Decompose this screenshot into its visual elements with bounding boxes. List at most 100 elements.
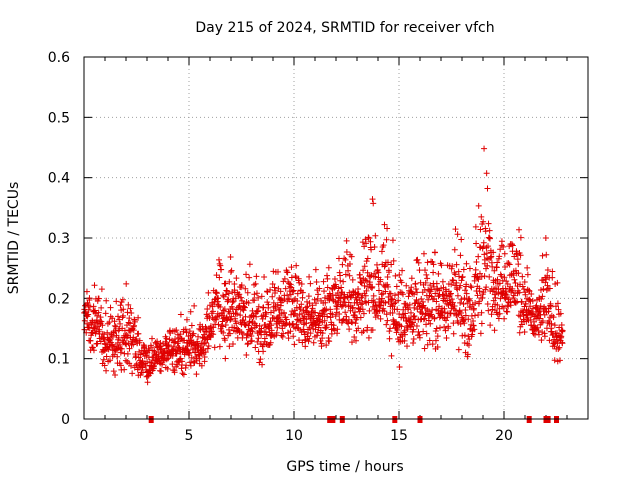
- data-point: [340, 278, 347, 285]
- data-point: [347, 293, 354, 300]
- data-point: [483, 284, 490, 291]
- data-point: [411, 313, 418, 320]
- data-point: [361, 243, 368, 250]
- data-point: [216, 256, 223, 263]
- data-point: [358, 301, 365, 308]
- data-point: [233, 311, 240, 318]
- data-point: [180, 371, 187, 378]
- data-point: [481, 145, 488, 152]
- data-point: [556, 344, 563, 351]
- data-point: [494, 259, 501, 266]
- data-point: [454, 312, 461, 319]
- data-point: [458, 277, 465, 284]
- data-point: [101, 362, 108, 369]
- data-point: [394, 326, 401, 333]
- data-point: [306, 335, 313, 342]
- data-point: [481, 251, 488, 258]
- data-point: [512, 280, 519, 287]
- data-point: [289, 288, 296, 295]
- data-point: [487, 254, 494, 261]
- data-point: [342, 309, 349, 316]
- data-point: [355, 286, 362, 293]
- data-point: [458, 296, 465, 303]
- data-point: [272, 287, 279, 294]
- data-point: [427, 320, 434, 327]
- data-point: [238, 282, 245, 289]
- y-tick-label: 0: [61, 412, 70, 428]
- data-point: [476, 270, 483, 277]
- data-point: [276, 306, 283, 313]
- data-point: [447, 291, 454, 298]
- data-point: [85, 311, 92, 318]
- data-point: [515, 261, 522, 268]
- data-point: [470, 322, 477, 329]
- data-point: [420, 316, 427, 323]
- data-point: [465, 316, 472, 323]
- data-point: [559, 340, 566, 347]
- data-point: [117, 349, 124, 356]
- data-point: [248, 332, 255, 339]
- data-point: [371, 270, 378, 277]
- data-point: [249, 328, 256, 335]
- data-point: [261, 273, 268, 280]
- data-point: [292, 273, 299, 280]
- data-point: [334, 326, 341, 333]
- data-point: [89, 329, 96, 336]
- data-point: [332, 313, 339, 320]
- data-point: [299, 289, 306, 296]
- data-point: [263, 311, 270, 317]
- data-point: [461, 320, 468, 327]
- data-point: [541, 333, 548, 340]
- data-point: [366, 279, 373, 286]
- data-point: [543, 251, 550, 258]
- data-point: [433, 280, 440, 287]
- data-point: [394, 306, 401, 313]
- data-point: [312, 266, 319, 273]
- data-point: [117, 320, 124, 327]
- data-point: [490, 249, 497, 256]
- data-point: [363, 258, 370, 265]
- data-point: [118, 345, 125, 352]
- data-point: [153, 340, 160, 347]
- data-point: [370, 200, 377, 207]
- data-point: [497, 295, 504, 302]
- data-point: [345, 267, 352, 274]
- data-point: [131, 318, 138, 325]
- data-point: [107, 357, 114, 364]
- data-point: [476, 298, 483, 305]
- data-point: [285, 335, 292, 342]
- data-point: [521, 329, 528, 336]
- data-point: [486, 273, 493, 280]
- data-point: [190, 330, 197, 337]
- data-point: [296, 279, 303, 286]
- data-point: [252, 344, 259, 351]
- data-point: [484, 301, 491, 308]
- data-point: [248, 325, 255, 332]
- data-point: [342, 256, 349, 263]
- data-point: [434, 344, 441, 351]
- data-point: [362, 298, 369, 305]
- data-point: [528, 291, 535, 298]
- data-point: [504, 308, 511, 315]
- data-point: [144, 379, 151, 386]
- data-point: [429, 307, 436, 314]
- data-point: [124, 309, 131, 316]
- data-point: [486, 227, 493, 234]
- data-point: [463, 290, 470, 297]
- data-point: [298, 280, 305, 287]
- data-point: [291, 341, 298, 348]
- data-point: [274, 324, 281, 331]
- data-point: [386, 335, 393, 342]
- data-point: [462, 306, 469, 313]
- data-point: [555, 345, 562, 352]
- data-point: [325, 264, 332, 271]
- data-point: [218, 322, 225, 329]
- data-point: [151, 348, 158, 355]
- data-point: [125, 301, 132, 308]
- data-point: [441, 324, 448, 331]
- data-point: [322, 299, 329, 306]
- data-point: [226, 343, 233, 350]
- data-point: [466, 297, 473, 304]
- data-point: [364, 269, 371, 276]
